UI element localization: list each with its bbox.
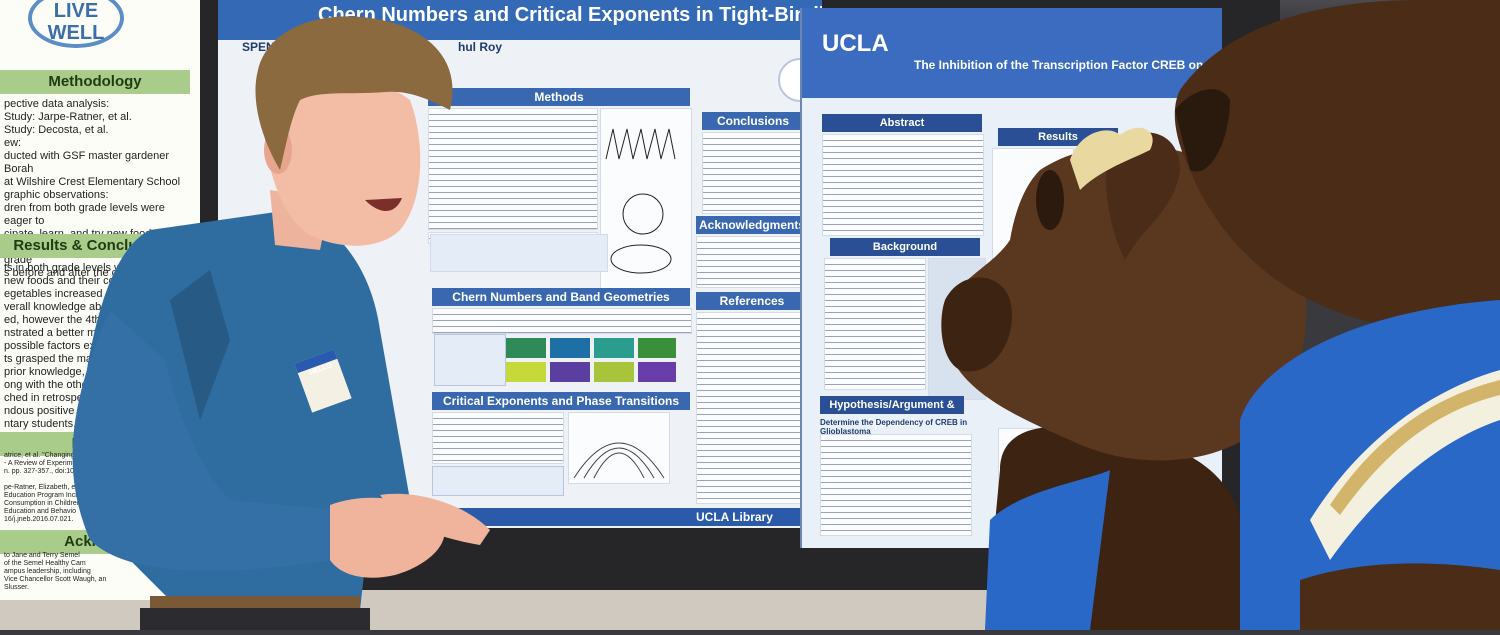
live-well-logo: LIVE WELL xyxy=(28,0,124,48)
abstract-text xyxy=(822,134,984,236)
critical-caption-box xyxy=(432,466,564,496)
center-poster-footer: UCLA Library xyxy=(696,510,773,524)
methods-heading: Methods xyxy=(428,88,690,106)
acknowledgments-heading: Acknowledgments xyxy=(696,216,808,234)
critical-heading: Critical Exponents and Phase Transitions xyxy=(432,392,690,410)
center-poster-author-2: hul Roy xyxy=(458,40,502,54)
chern-text xyxy=(432,308,692,334)
conclusions-text xyxy=(702,132,806,214)
references-text: atrice, et al. "Changing Ch - A Review o… xyxy=(4,452,106,523)
right-poster-title: The Inhibition of the Transcription Fact… xyxy=(914,58,1222,72)
conclusions-heading: Conclusions xyxy=(702,112,804,130)
hypothesis-heading: Hypothesis/Argument & Approach xyxy=(820,396,964,429)
right-poster-logo: UCLA xyxy=(822,30,889,57)
chern-caption-box xyxy=(434,334,506,386)
right-poster-header xyxy=(802,8,1222,98)
band-geometry-svg xyxy=(506,338,676,382)
acknowledgements-text: to Jane and Terry Semel of the Semel Hea… xyxy=(4,552,107,591)
abstract-heading: Abstract xyxy=(822,114,982,132)
chern-heading: Chern Numbers and Band Geometries xyxy=(432,288,690,306)
methods-highlight xyxy=(430,234,608,272)
critical-plot xyxy=(568,412,670,484)
references-heading: References xyxy=(696,292,808,310)
background-heading: Background xyxy=(830,238,980,256)
hypothesis-subheading: Determine the Dependency of CREB in Glio… xyxy=(820,418,968,436)
methods-figure-svg xyxy=(605,128,676,274)
center-poster-title: Chern Numbers and Critical Exponents in … xyxy=(318,4,822,26)
methods-figures xyxy=(600,108,692,290)
band-geometry-plots xyxy=(506,338,676,386)
logo-line-2: WELL xyxy=(47,22,105,44)
methodology-heading: Methodology xyxy=(0,70,190,94)
logo-line-1: LIVE xyxy=(53,0,99,22)
background-text xyxy=(824,258,926,390)
references-text xyxy=(696,312,810,504)
critical-text xyxy=(432,412,564,464)
hypothesis-text xyxy=(820,434,972,536)
methods-text xyxy=(428,108,598,230)
critical-plot-svg xyxy=(573,442,665,479)
